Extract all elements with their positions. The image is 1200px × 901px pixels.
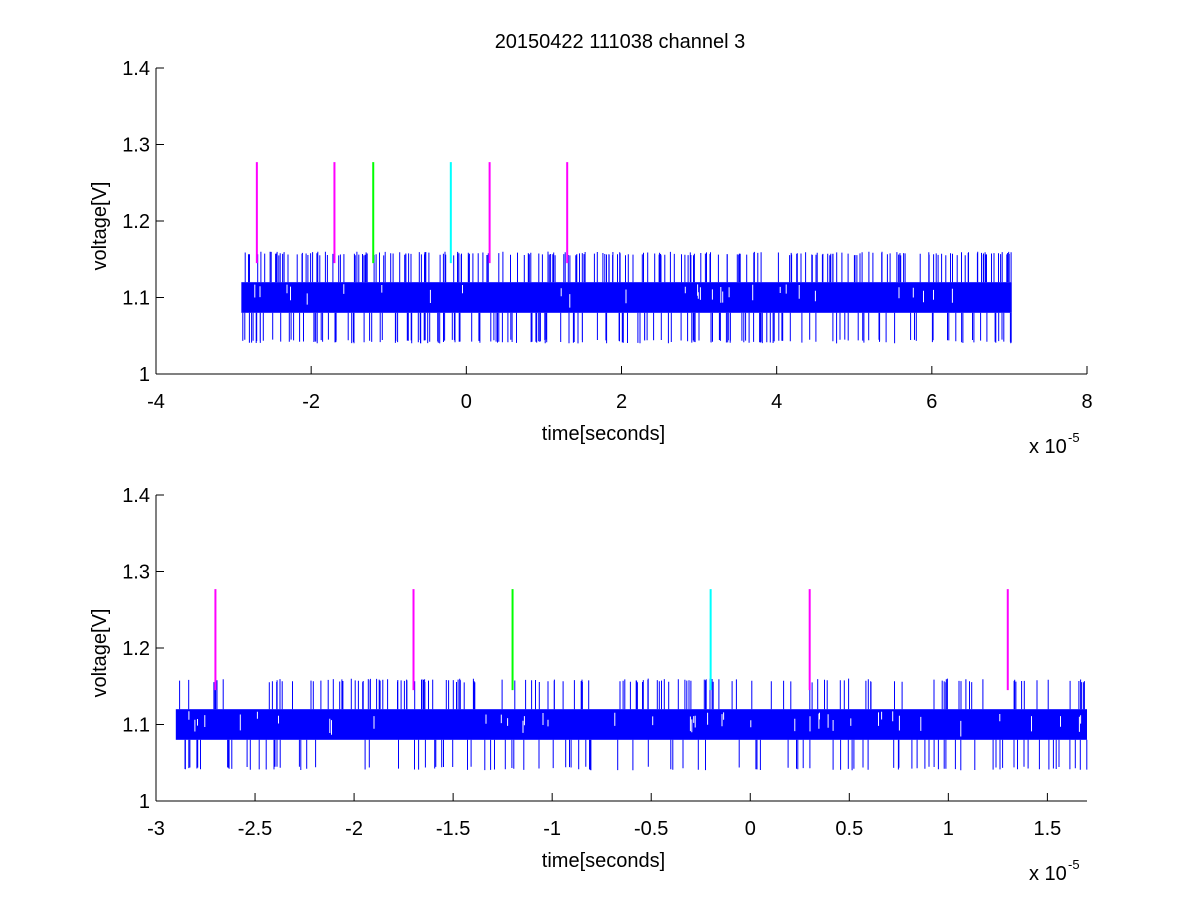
y-tick-label: 1.1 <box>122 715 150 737</box>
x-tick-label: -2 <box>345 818 363 840</box>
x-tick-label: 2 <box>616 391 627 413</box>
y-axis-label: voltage[V] <box>89 609 111 698</box>
y-tick-label: 1.1 <box>122 288 150 310</box>
top-plot: -4 -2 0 2 4 6 8 1 1.1 1.2 1.3 1.4 time[seconds] volta… <box>89 58 1093 458</box>
x-axis-label: time[seconds] <box>542 423 665 445</box>
x-tick-label: 0 <box>745 818 756 840</box>
y-tick-label: 1.3 <box>122 135 150 157</box>
signal-band <box>241 282 1012 313</box>
x-tick-label: -0.5 <box>634 818 668 840</box>
figure-title: 20150422 111038 channel 3 <box>495 31 746 53</box>
x-tick-label: -2.5 <box>238 818 272 840</box>
signal-spikes <box>179 678 1088 771</box>
x-tick-label: 4 <box>771 391 782 413</box>
x-tick-label: 0 <box>461 391 472 413</box>
x-tick-label: 8 <box>1081 391 1092 413</box>
x-exponent: -5 <box>1068 857 1080 872</box>
bottom-plot: -3 -2.5 -2 -1.5 -1 -0.5 0 0.5 1 1.5 1 1.1 1.2 1.3 1.4 t… <box>89 485 1088 885</box>
signal-gaps <box>254 284 953 308</box>
signal-spikes <box>242 251 1012 344</box>
x-axis-label: time[seconds] <box>542 850 665 872</box>
y-axis-label: voltage[V] <box>89 182 111 271</box>
y-tick-label: 1.4 <box>122 58 150 80</box>
x-tick-label: 0.5 <box>835 818 863 840</box>
x-tick-label: -2 <box>302 391 320 413</box>
y-tick-label: 1.2 <box>122 211 150 233</box>
y-tick-label: 1.3 <box>122 562 150 584</box>
x-exponent: -5 <box>1068 430 1080 445</box>
x-tick-label: -3 <box>147 818 165 840</box>
y-tick-label: 1 <box>139 364 150 386</box>
x-tick-label: 1.5 <box>1033 818 1061 840</box>
x-multiplier: x 10 <box>1029 863 1067 885</box>
x-tick-label: 1 <box>943 818 954 840</box>
x-tick-label: -1.5 <box>436 818 470 840</box>
y-tick-label: 1 <box>139 791 150 813</box>
x-tick-label: -4 <box>147 391 165 413</box>
signal-band <box>175 709 1087 740</box>
signal-gaps <box>188 711 1082 737</box>
x-multiplier: x 10 <box>1029 436 1067 458</box>
y-tick-label: 1.2 <box>122 638 150 660</box>
x-tick-label: 6 <box>926 391 937 413</box>
y-tick-label: 1.4 <box>122 485 150 507</box>
x-tick-label: -1 <box>543 818 561 840</box>
